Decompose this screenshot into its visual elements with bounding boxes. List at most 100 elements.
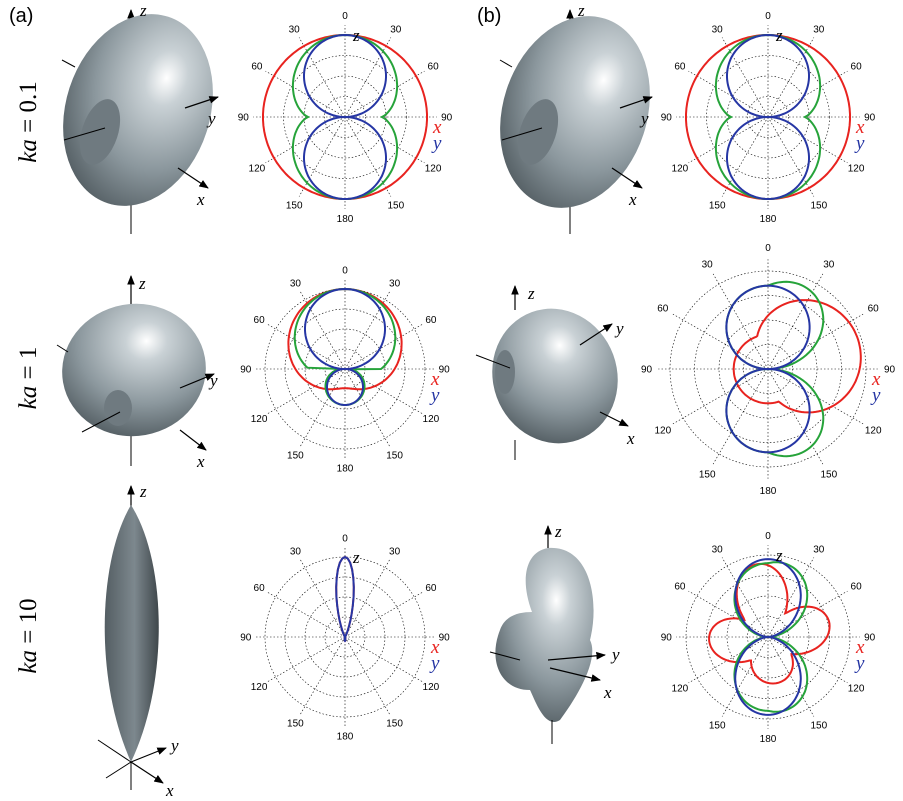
polar-gridline: [303, 75, 387, 159]
angle-tick-label: 60: [428, 62, 440, 73]
axis-label-x: x: [165, 781, 174, 800]
polar-spoke: [767, 70, 848, 118]
panel-label-a: (a): [9, 5, 33, 27]
angle-tick-label: 0: [765, 243, 771, 254]
angle-tick-label: 30: [290, 279, 302, 290]
legend-y: y: [429, 653, 440, 674]
torus-icon: [56, 275, 215, 466]
axis-label-y: y: [206, 109, 216, 128]
angle-tick-label: 0: [342, 533, 348, 544]
pattern-curve: [304, 287, 386, 406]
legend-x: x: [871, 369, 881, 390]
angle-tick-label: 120: [423, 414, 440, 425]
polar-gridline: [726, 595, 810, 679]
legend-y: y: [854, 133, 865, 154]
angle-tick-label: 150: [810, 201, 827, 212]
angle-tick-label: 0: [342, 11, 348, 22]
pattern-curve: [287, 287, 403, 391]
polar-gridline: [747, 96, 789, 138]
polar-spoke: [688, 70, 769, 118]
polar-spoke: [767, 116, 815, 197]
polar-spoke: [767, 557, 815, 638]
polar-spoke: [344, 116, 425, 164]
axis-label-x: x: [196, 452, 205, 471]
polar-gridline: [706, 575, 830, 699]
angle-tick-label: 150: [287, 718, 304, 729]
polar-axis-z: z: [775, 546, 783, 565]
polar-gridline: [264, 556, 426, 718]
angle-tick-label: 90: [641, 365, 653, 376]
polar-spoke: [712, 368, 769, 465]
polar-spoke: [767, 636, 815, 717]
axis-label-y: y: [639, 109, 649, 128]
axis-label-z: z: [554, 522, 562, 541]
angle-tick-label: 90: [864, 633, 876, 644]
angle-tick-label: 30: [712, 24, 724, 35]
polar-axis-z: z: [352, 26, 360, 45]
angle-tick-label: 0: [342, 265, 348, 276]
angle-tick-label: 60: [851, 582, 863, 593]
polar-spoke: [299, 368, 346, 447]
angle-tick-label: 30: [813, 544, 825, 555]
polar-spoke: [344, 70, 425, 118]
angle-tick-label: 60: [251, 62, 263, 73]
polar-spoke: [721, 636, 769, 717]
polar-spoke: [344, 37, 392, 118]
polar-spoke: [344, 368, 423, 415]
legend-x: x: [432, 117, 442, 138]
polar-spoke: [721, 116, 769, 197]
lobed-body-icon: [489, 525, 606, 744]
polar-spoke: [299, 636, 346, 715]
angle-tick-label: 90: [439, 633, 451, 644]
axis-label-y: y: [614, 319, 624, 338]
angle-tick-label: 120: [865, 425, 882, 436]
polar-plot: 0 30 60 90 120 150 180 150 120 90 60 30 z xy: [240, 533, 450, 742]
axis-label-z: z: [139, 482, 147, 501]
angle-tick-label: 150: [820, 470, 837, 481]
angle-tick-label: 30: [389, 547, 401, 558]
polar-spoke: [344, 559, 391, 638]
polar-gridline: [324, 616, 366, 658]
polar-plot: 0 30 60 90 120 150 180 150 120 90 60 30 xy: [240, 265, 450, 474]
angle-tick-label: 150: [386, 718, 403, 729]
pattern-curve: [335, 555, 355, 643]
angle-tick-label: 180: [337, 732, 354, 743]
axis-label-y: y: [169, 736, 179, 755]
angle-tick-label: 90: [884, 365, 896, 376]
angle-tick-label: 30: [702, 259, 714, 270]
angle-tick-label: 150: [699, 470, 716, 481]
polar-plot: 0 30 60 90 120 150 180 150 120 90 60 30 z xy: [238, 11, 453, 225]
row-label-2: ka = 1: [15, 347, 42, 410]
angle-tick-label: 150: [709, 721, 726, 732]
legend-x: x: [430, 637, 440, 658]
angle-tick-label: 120: [249, 163, 266, 174]
polar-axis-z: z: [775, 26, 783, 45]
axis-label-z: z: [139, 1, 147, 20]
angle-tick-label: 60: [425, 583, 437, 594]
polar-spoke: [721, 557, 769, 638]
angle-tick-label: 30: [823, 259, 835, 270]
row-label-1: ka = 0.1: [15, 81, 42, 162]
polar-spoke: [265, 70, 346, 118]
angle-tick-label: 150: [286, 201, 303, 212]
polar-axis-z: z: [352, 548, 360, 567]
polar-spoke: [267, 323, 346, 370]
angle-tick-label: 30: [390, 24, 402, 35]
legend-x: x: [855, 117, 865, 138]
angle-tick-label: 30: [389, 279, 401, 290]
polar-spoke: [767, 273, 824, 370]
axis-label-z: z: [577, 1, 585, 20]
polar-spoke: [712, 273, 769, 370]
pattern-curve: [303, 33, 387, 201]
polar-spoke: [265, 116, 346, 164]
polar-plot: 0 30 60 90 120 150 180 150 120 90 60 30 z xy: [661, 531, 876, 745]
pattern-curve: [708, 562, 831, 685]
polar-spoke: [267, 368, 346, 415]
polar-spoke: [767, 636, 848, 684]
angle-tick-label: 120: [425, 163, 442, 174]
axis-label-x: x: [626, 429, 635, 448]
angle-tick-label: 120: [672, 683, 689, 694]
legend-x: x: [430, 369, 440, 390]
angle-tick-label: 30: [289, 24, 301, 35]
polar-spoke: [767, 368, 864, 425]
